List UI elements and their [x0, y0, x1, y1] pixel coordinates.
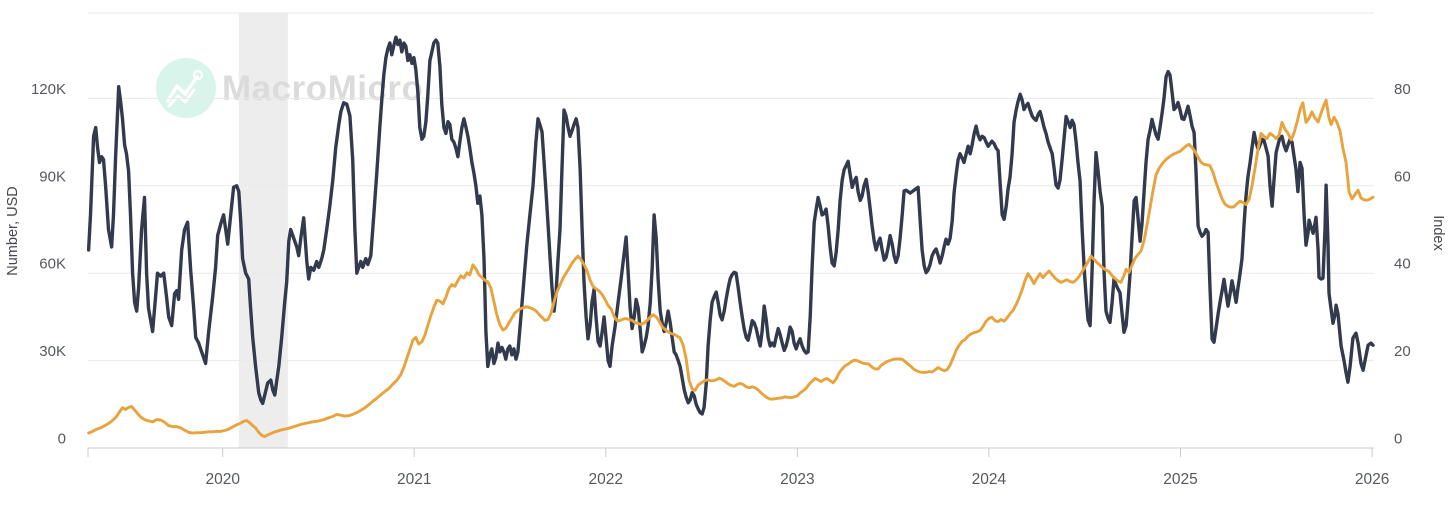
watermark-text: MacroMicro	[222, 69, 423, 108]
macromicro-logo-icon	[156, 58, 216, 118]
y-right-tick-label: 80	[1394, 81, 1411, 98]
recession-band	[238, 13, 288, 448]
logo-zigzag-icon-2	[167, 88, 196, 108]
logo-dot-icon	[192, 69, 204, 81]
y-right-tick-label: 20	[1394, 343, 1411, 360]
x-axis-tick-label: 2026	[1355, 471, 1389, 488]
y-left-tick-label: 30K	[39, 343, 66, 360]
y-left-tick-label: 90K	[39, 168, 66, 185]
x-axis-tick-label: 2025	[1163, 471, 1197, 488]
y-right-tick-label: 0	[1394, 431, 1402, 448]
y-left-tick-label: 120K	[31, 81, 66, 98]
y-left-tick-label: 0	[58, 431, 66, 448]
x-axis-tick-label: 2020	[205, 471, 240, 488]
x-axis-tick-label: 2021	[397, 471, 431, 488]
y-right-tick-label: 60	[1394, 168, 1411, 185]
y-left-tick-label: 60K	[39, 256, 66, 273]
series-number-usd-line	[86, 35, 1375, 416]
x-axis-tick-label: 2024	[972, 471, 1007, 488]
series-index-line	[87, 98, 1375, 439]
y-right-axis-title: Index	[1430, 215, 1446, 251]
logo-zigzag-icon	[166, 75, 199, 103]
x-axis-tick-label: 2022	[589, 471, 623, 488]
y-right-tick-label: 40	[1394, 256, 1411, 273]
x-axis-tick-label: 2023	[780, 471, 814, 488]
y-left-axis-title: Number, USD	[5, 186, 21, 276]
